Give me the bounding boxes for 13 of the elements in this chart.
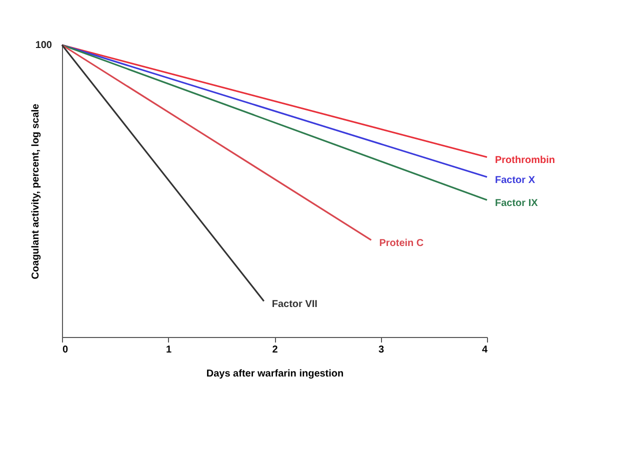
y-axis-title: Coagulant activity, percent, log scale — [30, 103, 42, 280]
x-tick-label: 0 — [62, 344, 68, 356]
series-label: Factor IX — [495, 198, 538, 210]
x-axis-title: Days after warfarin ingestion — [206, 368, 344, 380]
annotation: 100 — [35, 40, 52, 51]
series-label: Factor VII — [272, 299, 318, 310]
x-tick-label: 4 — [482, 344, 488, 356]
x-tick-label: 1 — [166, 344, 172, 356]
series-label: Prothrombin — [495, 155, 555, 166]
x-tick-label: 3 — [378, 344, 384, 356]
x-tick-label: 2 — [272, 344, 278, 356]
series-label: Protein C — [379, 238, 424, 250]
series-label: Factor X — [495, 174, 536, 186]
